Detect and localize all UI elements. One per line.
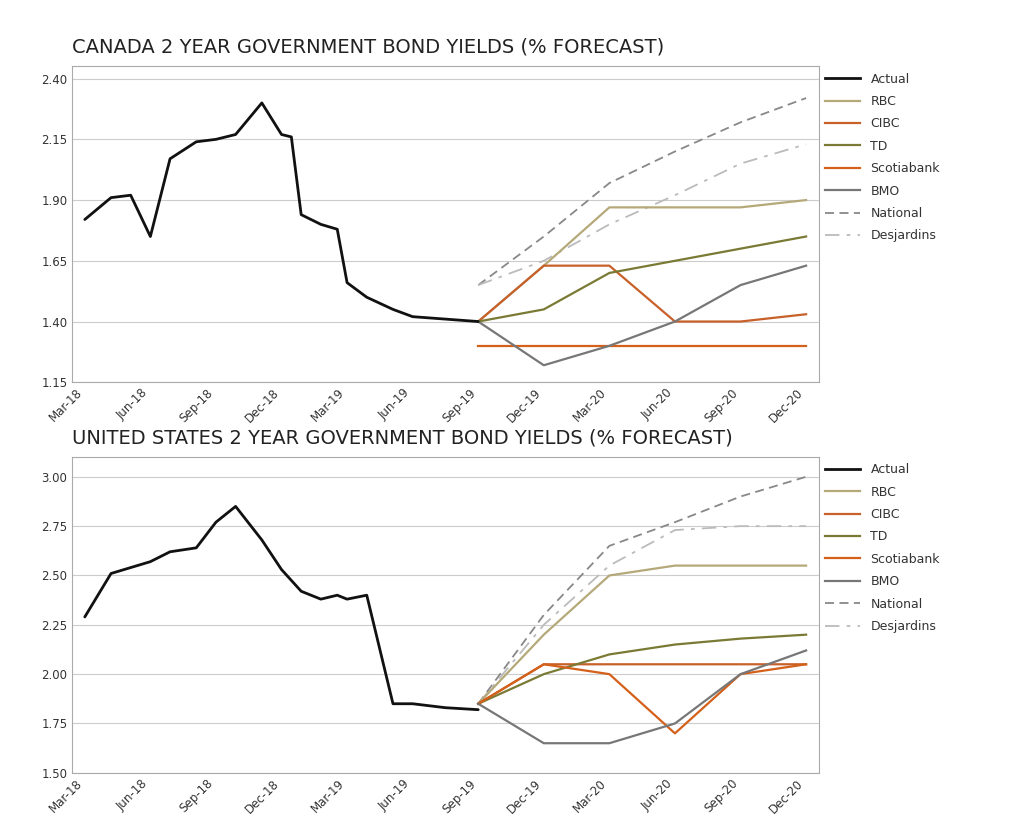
Legend: Actual, RBC, CIBC, TD, Scotiabank, BMO, National, Desjardins: Actual, RBC, CIBC, TD, Scotiabank, BMO, … — [825, 73, 940, 243]
Legend: Actual, RBC, CIBC, TD, Scotiabank, BMO, National, Desjardins: Actual, RBC, CIBC, TD, Scotiabank, BMO, … — [825, 464, 940, 633]
Text: CANADA 2 YEAR GOVERNMENT BOND YIELDS (% FORECAST): CANADA 2 YEAR GOVERNMENT BOND YIELDS (% … — [72, 37, 664, 57]
Text: UNITED STATES 2 YEAR GOVERNMENT BOND YIELDS (% FORECAST): UNITED STATES 2 YEAR GOVERNMENT BOND YIE… — [72, 428, 732, 447]
